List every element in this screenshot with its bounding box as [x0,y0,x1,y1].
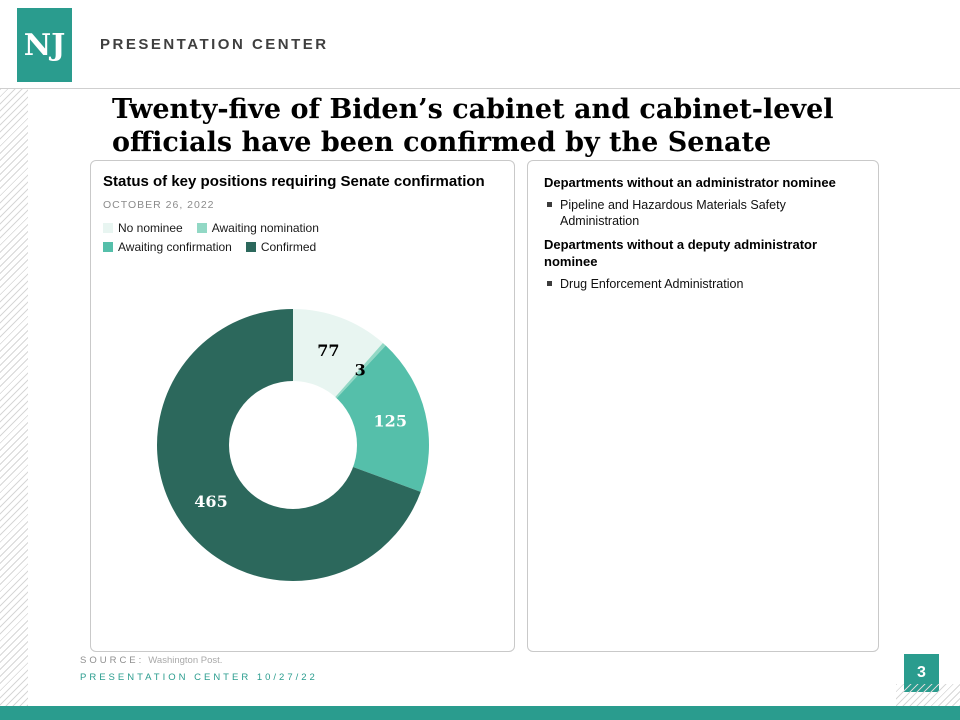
bullet-marker [547,201,552,207]
legend-item-confirmed: Confirmed [245,240,317,254]
legend-swatch-confirmed [245,242,256,252]
section-heading: Departments without an administrator nom… [544,175,836,190]
section-heading: Departments without a deputy administrat… [544,237,818,270]
donut-chart-svg: 77 3 125 465 [157,309,430,581]
donut-value-confirmed: 465 [194,492,227,511]
bullet-text: Drug Enforcement Administration [560,277,744,292]
donut-chart: 77 3 125 465 [153,305,433,585]
corner-hatch-decoration [896,684,960,706]
source-text: Washington Post. [148,655,223,666]
slide-title: Twenty-five of Biden’s cabinet and cabin… [112,94,834,158]
legend-item-awaiting-confirmation: Awaiting confirmation [103,240,232,254]
page-number: 3 [917,664,926,681]
source-line: SOURCE: Washington Post. [80,655,222,666]
legend-swatch-no-nominee [103,223,113,233]
bullet-item: Pipeline and Hazardous Materials Safety … [544,197,862,230]
chart-card: Status of key positions requiring Senate… [90,160,515,652]
chart-title: Status of key positions requiring Senate… [103,173,485,190]
legend-label: No nominee [118,221,183,235]
legend-item-no-nominee: No nominee [103,221,183,235]
nj-logo: NJ [17,8,72,82]
bullet-item: Drug Enforcement Administration [544,276,862,292]
department-section: Departments without a deputy administrat… [544,237,862,292]
bottom-accent-bar [0,706,960,720]
legend-swatch-awaiting-nomination [196,223,207,233]
donut-value-awaiting-nomination: 3 [355,360,366,379]
nj-logo-text: NJ [23,27,66,63]
header-divider [0,88,960,89]
legend-item-awaiting-nomination: Awaiting nomination [196,221,319,235]
chart-legend: No nominee Awaiting nomination Awaiting co… [103,221,388,254]
legend-swatch-awaiting-confirmation [103,242,113,252]
donut-hole [229,381,357,509]
donut-value-no-nominee: 77 [317,341,339,360]
legend-label: Awaiting nomination [211,221,319,235]
presentation-center-footer: PRESENTATION CENTER 10/27/22 [80,672,318,683]
departments-card: Departments without an administrator nom… [527,160,879,652]
bullet-text: Pipeline and Hazardous Materials Safety … [560,197,786,229]
donut-value-awaiting-confirmation: 125 [374,411,407,430]
source-label: SOURCE: [80,655,145,666]
legend-label: Awaiting confirmation [118,240,232,254]
brand-name: PRESENTATION CENTER [100,36,329,53]
chart-date: OCTOBER 26, 2022 [103,199,215,211]
legend-label: Confirmed [260,240,317,254]
left-hatch-decoration [0,89,28,706]
department-section: Departments without an administrator nom… [544,175,862,229]
bullet-marker [547,281,552,287]
